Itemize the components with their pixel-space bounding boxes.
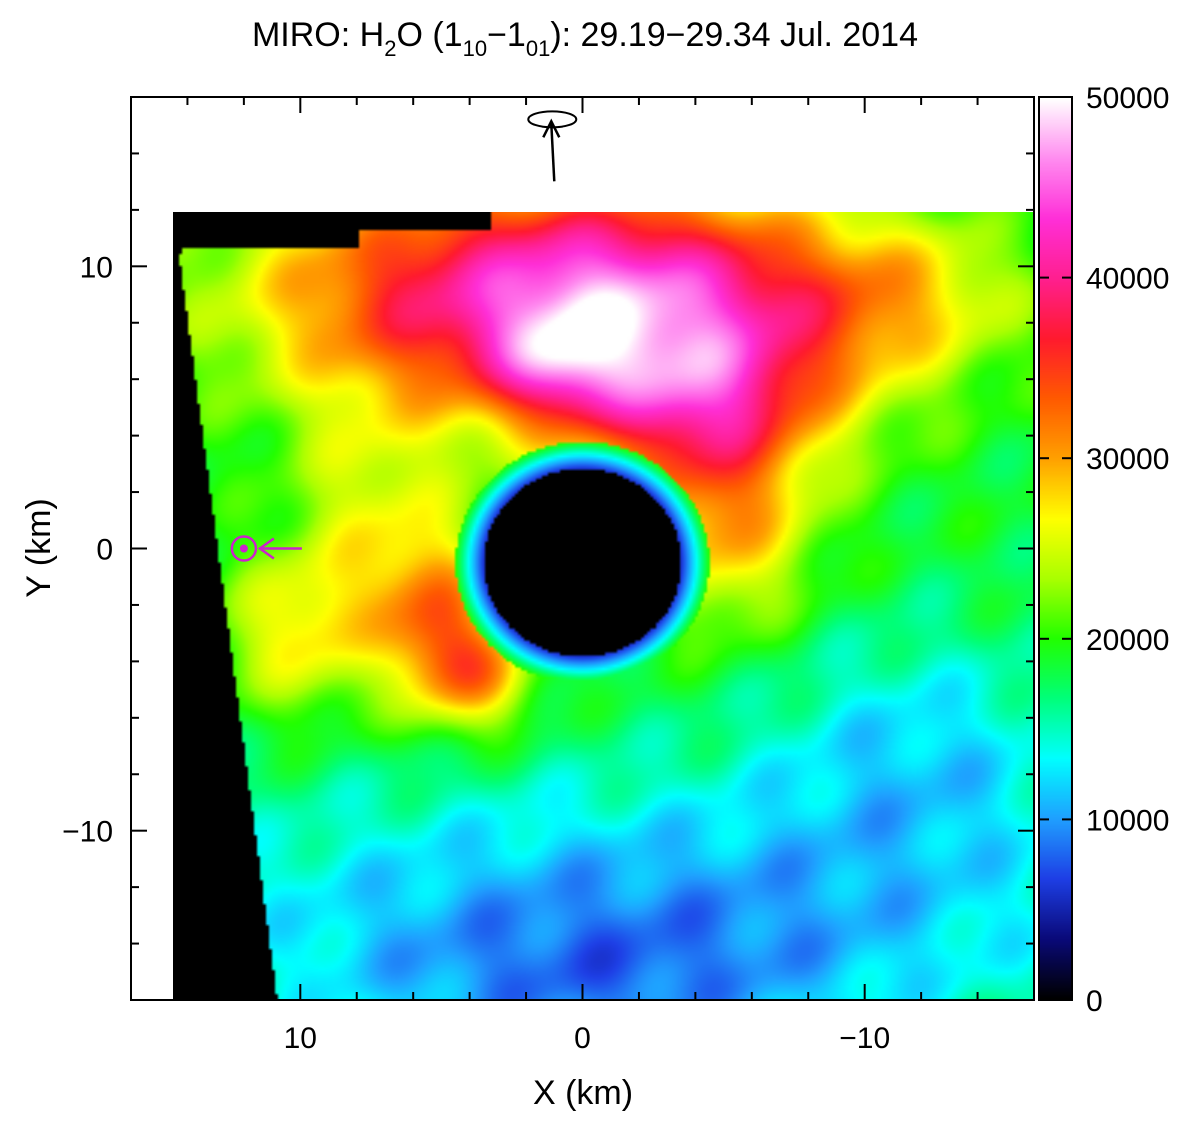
rotation-arrow-head — [542, 118, 561, 138]
colorbar-tick-label: 0 — [1086, 985, 1103, 1018]
sun-arrow-head — [257, 537, 275, 560]
colorbar-gradient — [1039, 97, 1072, 1000]
x-tick-label: 0 — [574, 1022, 591, 1055]
colorbar-ticks: 0 10000 20000 30000 40000 50000 — [1039, 82, 1169, 1018]
x-tick-label: −10 — [839, 1022, 890, 1055]
y-tick-label: 10 — [80, 251, 113, 284]
colorbar-tick-label: 50000 — [1086, 82, 1169, 115]
colorbar-tick-label: 40000 — [1086, 263, 1169, 296]
y-tick-label: 0 — [96, 534, 113, 567]
y-tick-label: −10 — [62, 816, 113, 849]
sun-dot — [239, 544, 248, 553]
rotation-arrow-shaft — [550, 123, 556, 182]
x-axis-ticks: 10 0 −10 — [130, 97, 1035, 1055]
y-axis-ticks: 10 0 −10 — [62, 96, 1034, 1001]
chart-title: MIRO: H2O (110−101): 29.19−29.34 Jul. 20… — [252, 16, 918, 61]
x-tick-label: 10 — [284, 1022, 317, 1055]
colorbar-tick-label: 30000 — [1086, 443, 1169, 476]
colorbar-tick-label: 20000 — [1086, 624, 1169, 657]
y-axis-label: Y (km) — [20, 498, 58, 597]
x-axis-label: X (km) — [533, 1074, 633, 1112]
colorbar-tick-label: 10000 — [1086, 804, 1169, 837]
heatmap-image — [173, 212, 1034, 1000]
rotation-axis-icon — [527, 110, 578, 182]
sun-circle — [230, 535, 258, 562]
colorbar-frame — [1038, 96, 1073, 1001]
sun-direction-icon — [230, 535, 302, 562]
